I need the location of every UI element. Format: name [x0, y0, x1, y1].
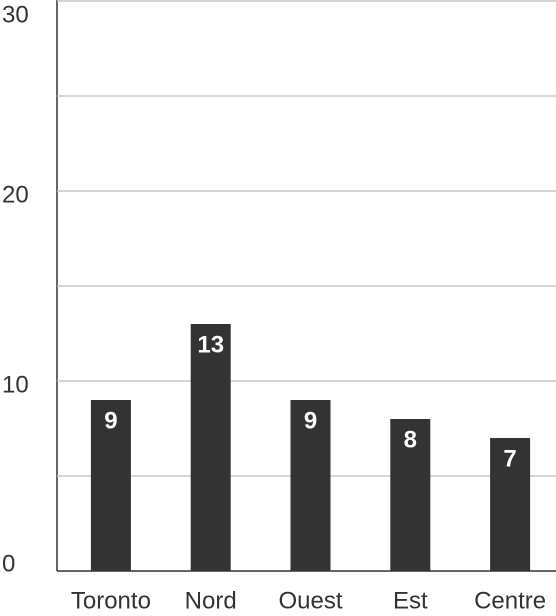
value-label: 9 [104, 407, 117, 434]
x-tick-label: Centre [474, 587, 546, 614]
x-tick-label: Nord [185, 587, 237, 614]
x-tick-label: Est [393, 587, 428, 614]
value-label: 9 [304, 407, 317, 434]
bar [490, 438, 531, 571]
y-tick-label: 0 [2, 550, 15, 577]
value-label: 7 [503, 445, 516, 472]
y-tick-label: 30 [2, 1, 29, 28]
bar [390, 419, 431, 571]
bar [90, 400, 131, 571]
value-label: 8 [404, 426, 417, 453]
bar [190, 324, 231, 571]
y-tick-label: 20 [2, 181, 29, 208]
y-tick-label: 10 [2, 371, 29, 398]
bar [290, 400, 331, 571]
value-label: 13 [197, 331, 224, 358]
x-tick-label: Toronto [71, 587, 151, 614]
x-tick-label: Ouest [278, 587, 342, 614]
